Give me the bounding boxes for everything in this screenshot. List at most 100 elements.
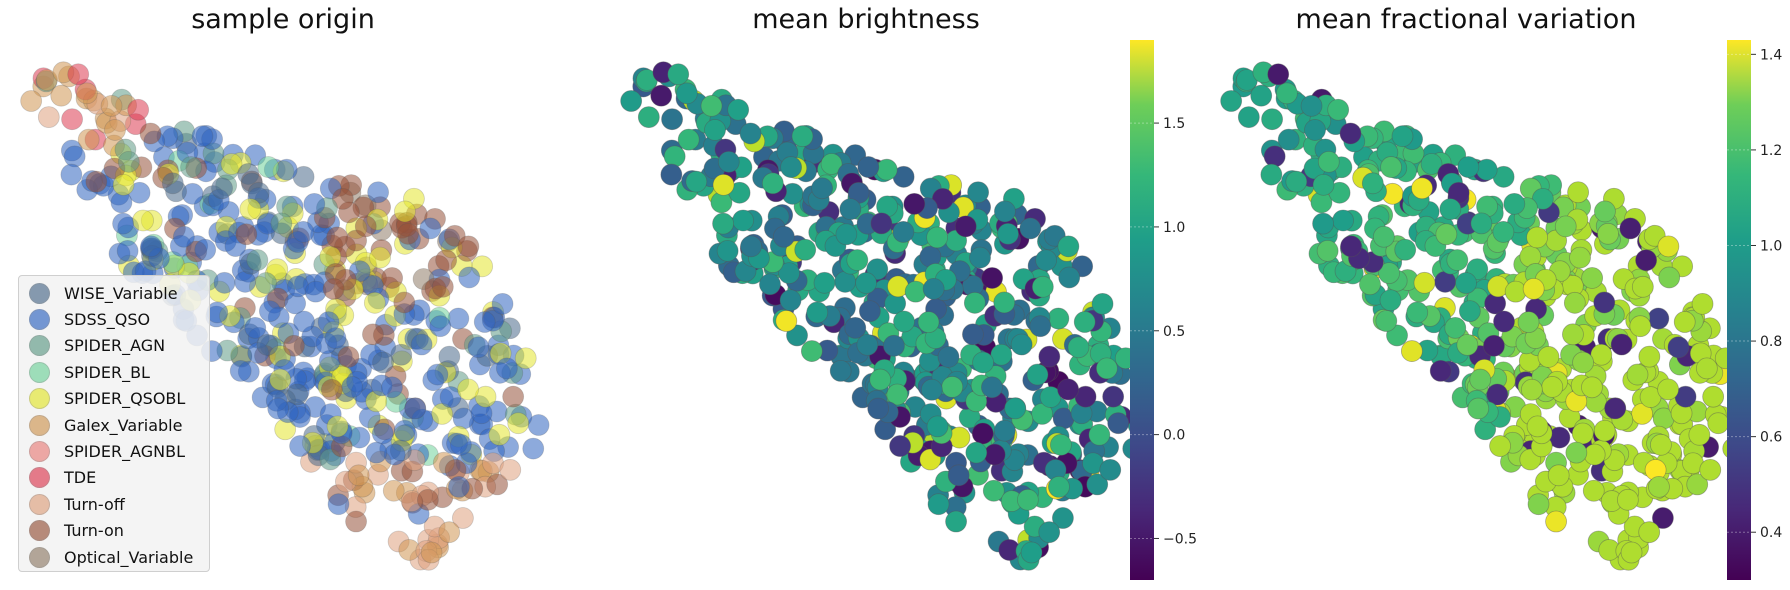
point-brightness <box>712 212 734 235</box>
point-brightness <box>1107 412 1130 435</box>
point-fractional-variation <box>1658 266 1681 289</box>
point-brightness <box>1095 357 1118 380</box>
point-spider-qsobl <box>269 368 292 391</box>
point-fractional-variation <box>1312 173 1335 196</box>
legend-label: SPIDER_AGNBL <box>64 442 185 462</box>
point-fractional-variation <box>1590 343 1613 366</box>
point-brightness <box>982 479 1005 502</box>
point-fractional-variation <box>1359 273 1381 296</box>
point-brightness <box>800 340 823 362</box>
point-fractional-variation <box>1581 267 1604 289</box>
point-fractional-variation <box>1547 464 1570 487</box>
legend-label: Turn-off <box>64 494 125 514</box>
legend-item: TDE <box>29 465 209 491</box>
point-brightness <box>791 125 814 148</box>
point-brightness <box>1019 217 1042 240</box>
point-brightness <box>994 200 1016 223</box>
point-brightness <box>926 415 949 438</box>
point-galex-variable <box>75 82 98 105</box>
point-fractional-variation <box>1562 323 1584 346</box>
point-sdss-qso <box>458 266 481 289</box>
point-fractional-variation <box>1411 177 1433 200</box>
point-sdss-qso <box>317 311 340 334</box>
point-turn-on <box>354 215 377 238</box>
point-brightness <box>704 119 726 141</box>
point-sdss-qso <box>112 212 134 235</box>
colorbar-gradient <box>1727 40 1751 580</box>
point-fractional-variation <box>1237 106 1260 129</box>
legend: WISE_Variable SDSS_QSO SPIDER_AGN SPIDER_BL… <box>18 275 210 572</box>
point-brightness <box>637 106 660 129</box>
point-fractional-variation <box>1327 98 1350 121</box>
colorbar-tick-label: 0.0 <box>1163 428 1185 444</box>
point-brightness <box>858 300 881 323</box>
point-fractional-variation <box>1702 385 1725 408</box>
point-brightness <box>727 98 750 121</box>
point-fractional-variation <box>1620 541 1643 564</box>
point-fractional-variation <box>1673 311 1696 333</box>
point-fractional-variation <box>1391 125 1414 148</box>
point-sdss-qso <box>341 376 364 398</box>
point-brightness <box>1029 315 1052 338</box>
point-fractional-variation <box>1504 280 1527 303</box>
point-fractional-variation <box>1486 383 1509 406</box>
point-brightness <box>716 239 739 262</box>
point-brightness <box>969 246 991 269</box>
point-brightness <box>981 376 1003 399</box>
point-sdss-qso <box>467 336 490 359</box>
point-sdss-qso <box>429 315 452 338</box>
point-sdss-qso <box>404 397 427 420</box>
point-fractional-variation <box>1446 249 1469 271</box>
point-fractional-variation <box>1378 262 1400 285</box>
point-sdss-qso <box>229 359 252 382</box>
point-fractional-variation <box>1444 316 1467 339</box>
point-fractional-variation <box>1467 397 1490 420</box>
point-brightness <box>857 156 880 178</box>
point-galex-variable <box>20 90 43 112</box>
point-brightness <box>732 209 754 232</box>
point-fractional-variation <box>1594 200 1616 223</box>
point-fractional-variation <box>1686 473 1709 496</box>
point-brightness <box>856 333 879 356</box>
point-brightness <box>983 443 1006 466</box>
legend-marker <box>29 388 50 410</box>
legend-label: SPIDER_AGN <box>64 336 166 356</box>
legend-marker <box>29 335 50 357</box>
colorbar-gradient <box>1130 40 1154 580</box>
point-sdss-qso <box>140 235 162 258</box>
point-fractional-variation <box>1604 397 1627 420</box>
point-turn-on <box>283 334 305 357</box>
point-fractional-variation <box>1312 212 1334 235</box>
point-turn-on <box>393 291 416 314</box>
point-fractional-variation <box>1375 310 1398 332</box>
point-fractional-variation <box>1261 108 1283 131</box>
point-sdss-qso <box>213 271 236 294</box>
point-brightness <box>965 441 988 464</box>
point-spider-agn <box>246 249 269 271</box>
point-brightness <box>904 280 927 303</box>
point-brightness <box>780 156 802 178</box>
point-turn-off <box>499 458 522 481</box>
point-fractional-variation <box>1361 172 1384 195</box>
point-sdss-qso <box>267 397 290 420</box>
point-brightness <box>1038 345 1061 368</box>
point-wise-variable <box>438 345 461 368</box>
legend-label: Galex_Variable <box>64 415 183 435</box>
point-brightness <box>700 94 723 117</box>
legend-marker <box>29 493 50 515</box>
legend-item: Turn-off <box>29 491 209 517</box>
point-spider-qsobl <box>431 402 454 425</box>
point-galex-variable <box>104 119 126 141</box>
point-sdss-qso <box>63 145 86 168</box>
point-turn-on <box>345 510 367 533</box>
point-fractional-variation <box>1475 158 1498 181</box>
point-sdss-qso <box>275 158 298 181</box>
point-sdss-qso <box>194 238 217 261</box>
point-brightness <box>1035 249 1058 272</box>
scatter-mean-brightness <box>620 61 1150 571</box>
point-fractional-variation <box>1657 378 1679 401</box>
point-brightness <box>1088 423 1111 446</box>
point-fractional-variation <box>1626 363 1649 386</box>
point-sdss-qso <box>172 225 195 248</box>
point-brightness <box>967 181 990 204</box>
